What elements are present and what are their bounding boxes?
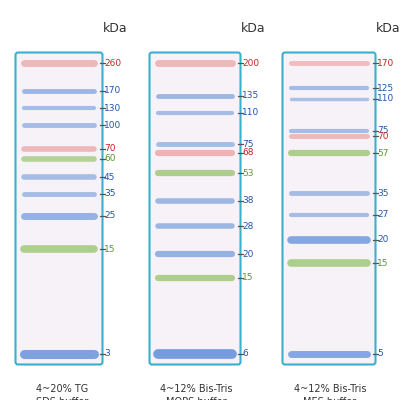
Text: 110: 110 — [377, 94, 394, 104]
Text: 20: 20 — [377, 235, 388, 244]
Text: 28: 28 — [242, 222, 253, 231]
Text: 27: 27 — [377, 210, 388, 219]
Text: 200: 200 — [242, 58, 259, 68]
Text: 20: 20 — [242, 250, 253, 258]
Text: 125: 125 — [377, 84, 394, 93]
Text: 5: 5 — [377, 350, 383, 358]
Text: kDa: kDa — [376, 22, 400, 35]
Text: 68: 68 — [242, 148, 254, 157]
FancyBboxPatch shape — [150, 52, 240, 364]
Text: 45: 45 — [104, 173, 115, 182]
Text: 35: 35 — [104, 189, 116, 198]
Text: 60: 60 — [104, 154, 116, 163]
Text: 57: 57 — [377, 149, 388, 158]
Text: 4~20% TG
SDS buffer: 4~20% TG SDS buffer — [36, 384, 88, 400]
Text: 260: 260 — [104, 58, 121, 68]
Text: 135: 135 — [242, 91, 259, 100]
Text: 15: 15 — [377, 259, 388, 268]
Text: 70: 70 — [377, 132, 388, 141]
Text: 15: 15 — [104, 244, 116, 254]
Text: 4~12% Bis-Tris
MOPS buffer: 4~12% Bis-Tris MOPS buffer — [160, 384, 232, 400]
Text: 53: 53 — [242, 169, 254, 178]
Text: 70: 70 — [104, 144, 116, 153]
Text: kDa: kDa — [103, 22, 127, 35]
Text: 100: 100 — [104, 121, 121, 130]
Text: 170: 170 — [104, 86, 121, 95]
Text: 170: 170 — [377, 58, 394, 68]
FancyBboxPatch shape — [282, 52, 376, 364]
Text: 38: 38 — [242, 196, 254, 205]
Text: 130: 130 — [104, 104, 121, 113]
Text: 3: 3 — [104, 350, 110, 358]
FancyBboxPatch shape — [16, 52, 102, 364]
Text: 110: 110 — [242, 108, 259, 117]
Text: 25: 25 — [104, 211, 115, 220]
Text: 15: 15 — [242, 274, 254, 282]
Text: 6: 6 — [242, 350, 248, 358]
Text: kDa: kDa — [241, 22, 265, 35]
Text: 75: 75 — [242, 140, 254, 149]
Text: 75: 75 — [377, 126, 388, 135]
Text: 4~12% Bis-Tris
MES buffer: 4~12% Bis-Tris MES buffer — [294, 384, 366, 400]
Text: 35: 35 — [377, 189, 388, 198]
